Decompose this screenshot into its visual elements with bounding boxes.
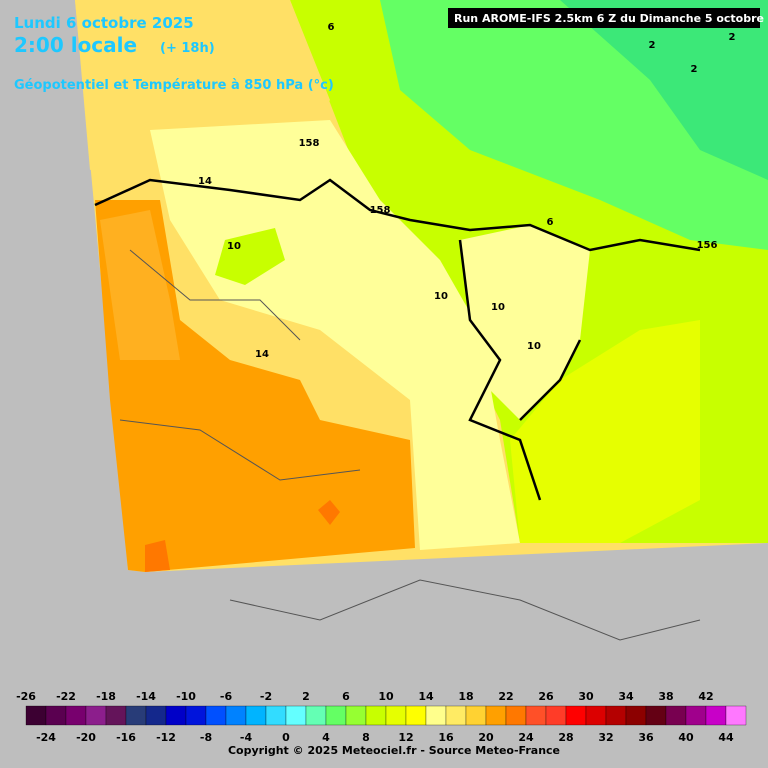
run-info: Run AROME-IFS 2.5km 6 Z du Dimanche 5 oc… bbox=[454, 12, 768, 25]
legend-label: 22 bbox=[498, 690, 513, 703]
legend-swatch bbox=[525, 705, 547, 726]
copyright: Copyright © 2025 Meteociel.fr - Source M… bbox=[228, 744, 560, 757]
legend-label: -14 bbox=[136, 690, 156, 703]
legend-swatch bbox=[125, 705, 147, 726]
legend-label: 30 bbox=[578, 690, 594, 703]
legend-label: -4 bbox=[240, 731, 253, 744]
legend-label: -2 bbox=[260, 690, 272, 703]
legend-swatch bbox=[485, 705, 507, 726]
legend-swatch bbox=[345, 705, 367, 726]
legend-swatch bbox=[145, 705, 167, 726]
legend-swatch bbox=[665, 705, 687, 726]
contour-label: 10 bbox=[434, 291, 448, 302]
legend-swatch bbox=[425, 705, 447, 726]
legend-swatch bbox=[105, 705, 127, 726]
legend-label: -20 bbox=[76, 731, 96, 744]
legend-label: -8 bbox=[200, 731, 212, 744]
legend-label: 44 bbox=[718, 731, 734, 744]
legend-swatch bbox=[265, 705, 287, 726]
legend-label: 34 bbox=[618, 690, 634, 703]
legend-swatch bbox=[25, 705, 47, 726]
legend-swatch bbox=[225, 705, 247, 726]
legend-swatch bbox=[205, 705, 227, 726]
legend-label: -18 bbox=[96, 690, 116, 703]
legend-swatch bbox=[445, 705, 467, 726]
legend-swatch bbox=[705, 705, 727, 726]
legend-label: 12 bbox=[398, 731, 413, 744]
lead-time: (+ 18h) bbox=[160, 41, 215, 56]
legend-label: 32 bbox=[598, 731, 613, 744]
date: Lundi 6 octobre 2025 bbox=[14, 14, 194, 32]
legend-label: 16 bbox=[438, 731, 454, 744]
contour-labels: 6 2 2 2 158 14 158 6 156 10 10 10 14 10 bbox=[198, 22, 735, 360]
legend-label: 36 bbox=[638, 731, 654, 744]
local-time: 2:00 locale bbox=[14, 33, 137, 57]
legend-label: 38 bbox=[658, 690, 673, 703]
legend-swatch bbox=[65, 705, 87, 726]
legend-label: 14 bbox=[418, 690, 434, 703]
legend-swatch bbox=[645, 705, 667, 726]
contour-label: 158 bbox=[370, 205, 391, 216]
contour-label: 10 bbox=[227, 241, 241, 252]
legend-swatch bbox=[305, 705, 327, 726]
contour-label: 158 bbox=[299, 138, 320, 149]
legend-swatch bbox=[685, 705, 707, 726]
legend-label: -6 bbox=[220, 690, 233, 703]
legend-label: 18 bbox=[458, 690, 473, 703]
legend-label: 20 bbox=[478, 731, 494, 744]
legend-swatch bbox=[625, 705, 647, 726]
run-banner bbox=[448, 8, 760, 28]
legend-label: 26 bbox=[538, 690, 554, 703]
legend-label: -26 bbox=[16, 690, 36, 703]
parameter: Géopotentiel et Température à 850 hPa (°… bbox=[14, 78, 334, 93]
legend-label: 10 bbox=[378, 690, 394, 703]
legend-swatch bbox=[505, 705, 527, 726]
borders bbox=[119, 249, 701, 641]
legend-label: -24 bbox=[36, 731, 56, 744]
contour-label: 6 bbox=[547, 217, 554, 228]
legend-label: 40 bbox=[678, 731, 694, 744]
color-legend: -26 -22 -18 -14 -10 -6 -2 2 6 10 14 18 22 26 30 34 38 42-… bbox=[16, 690, 747, 744]
legend-label: -22 bbox=[56, 690, 76, 703]
contour-label: 10 bbox=[527, 341, 541, 352]
contour-label: 6 bbox=[328, 22, 335, 33]
legend-label: -12 bbox=[156, 731, 176, 744]
legend-swatch bbox=[545, 705, 567, 726]
legend-label: -10 bbox=[176, 690, 196, 703]
legend-swatch bbox=[325, 705, 347, 726]
legend-label: 24 bbox=[518, 731, 534, 744]
contour-label: 2 bbox=[649, 40, 656, 51]
contour-label: 156 bbox=[697, 240, 718, 251]
contour-label: 2 bbox=[729, 32, 736, 43]
legend-label: 2 bbox=[302, 690, 310, 703]
legend-swatch bbox=[465, 705, 487, 726]
contour-label: 14 bbox=[255, 349, 269, 360]
legend-label: -16 bbox=[116, 731, 136, 744]
temperature-field bbox=[75, 0, 768, 572]
legend-swatch bbox=[185, 705, 207, 726]
legend-swatch bbox=[405, 705, 427, 726]
legend-label: 0 bbox=[282, 731, 290, 744]
contour-label: 10 bbox=[491, 302, 505, 313]
coastlines bbox=[94, 178, 701, 501]
legend-label: 8 bbox=[362, 731, 370, 744]
legend-swatch bbox=[725, 705, 747, 726]
legend-swatch bbox=[285, 705, 307, 726]
legend-label: 42 bbox=[698, 690, 713, 703]
contour-label: 14 bbox=[198, 176, 212, 187]
legend-swatch bbox=[585, 705, 607, 726]
legend-swatch bbox=[165, 705, 187, 726]
legend-swatch bbox=[85, 705, 107, 726]
legend-label: 28 bbox=[558, 731, 573, 744]
contour-label: 2 bbox=[691, 64, 698, 75]
legend-swatch bbox=[605, 705, 627, 726]
legend-swatch bbox=[365, 705, 387, 726]
legend-swatch bbox=[385, 705, 407, 726]
legend-label: 4 bbox=[322, 731, 330, 744]
legend-swatch bbox=[245, 705, 267, 726]
legend-swatch bbox=[565, 705, 587, 726]
legend-swatch bbox=[45, 705, 67, 726]
legend-label: 6 bbox=[342, 690, 350, 703]
